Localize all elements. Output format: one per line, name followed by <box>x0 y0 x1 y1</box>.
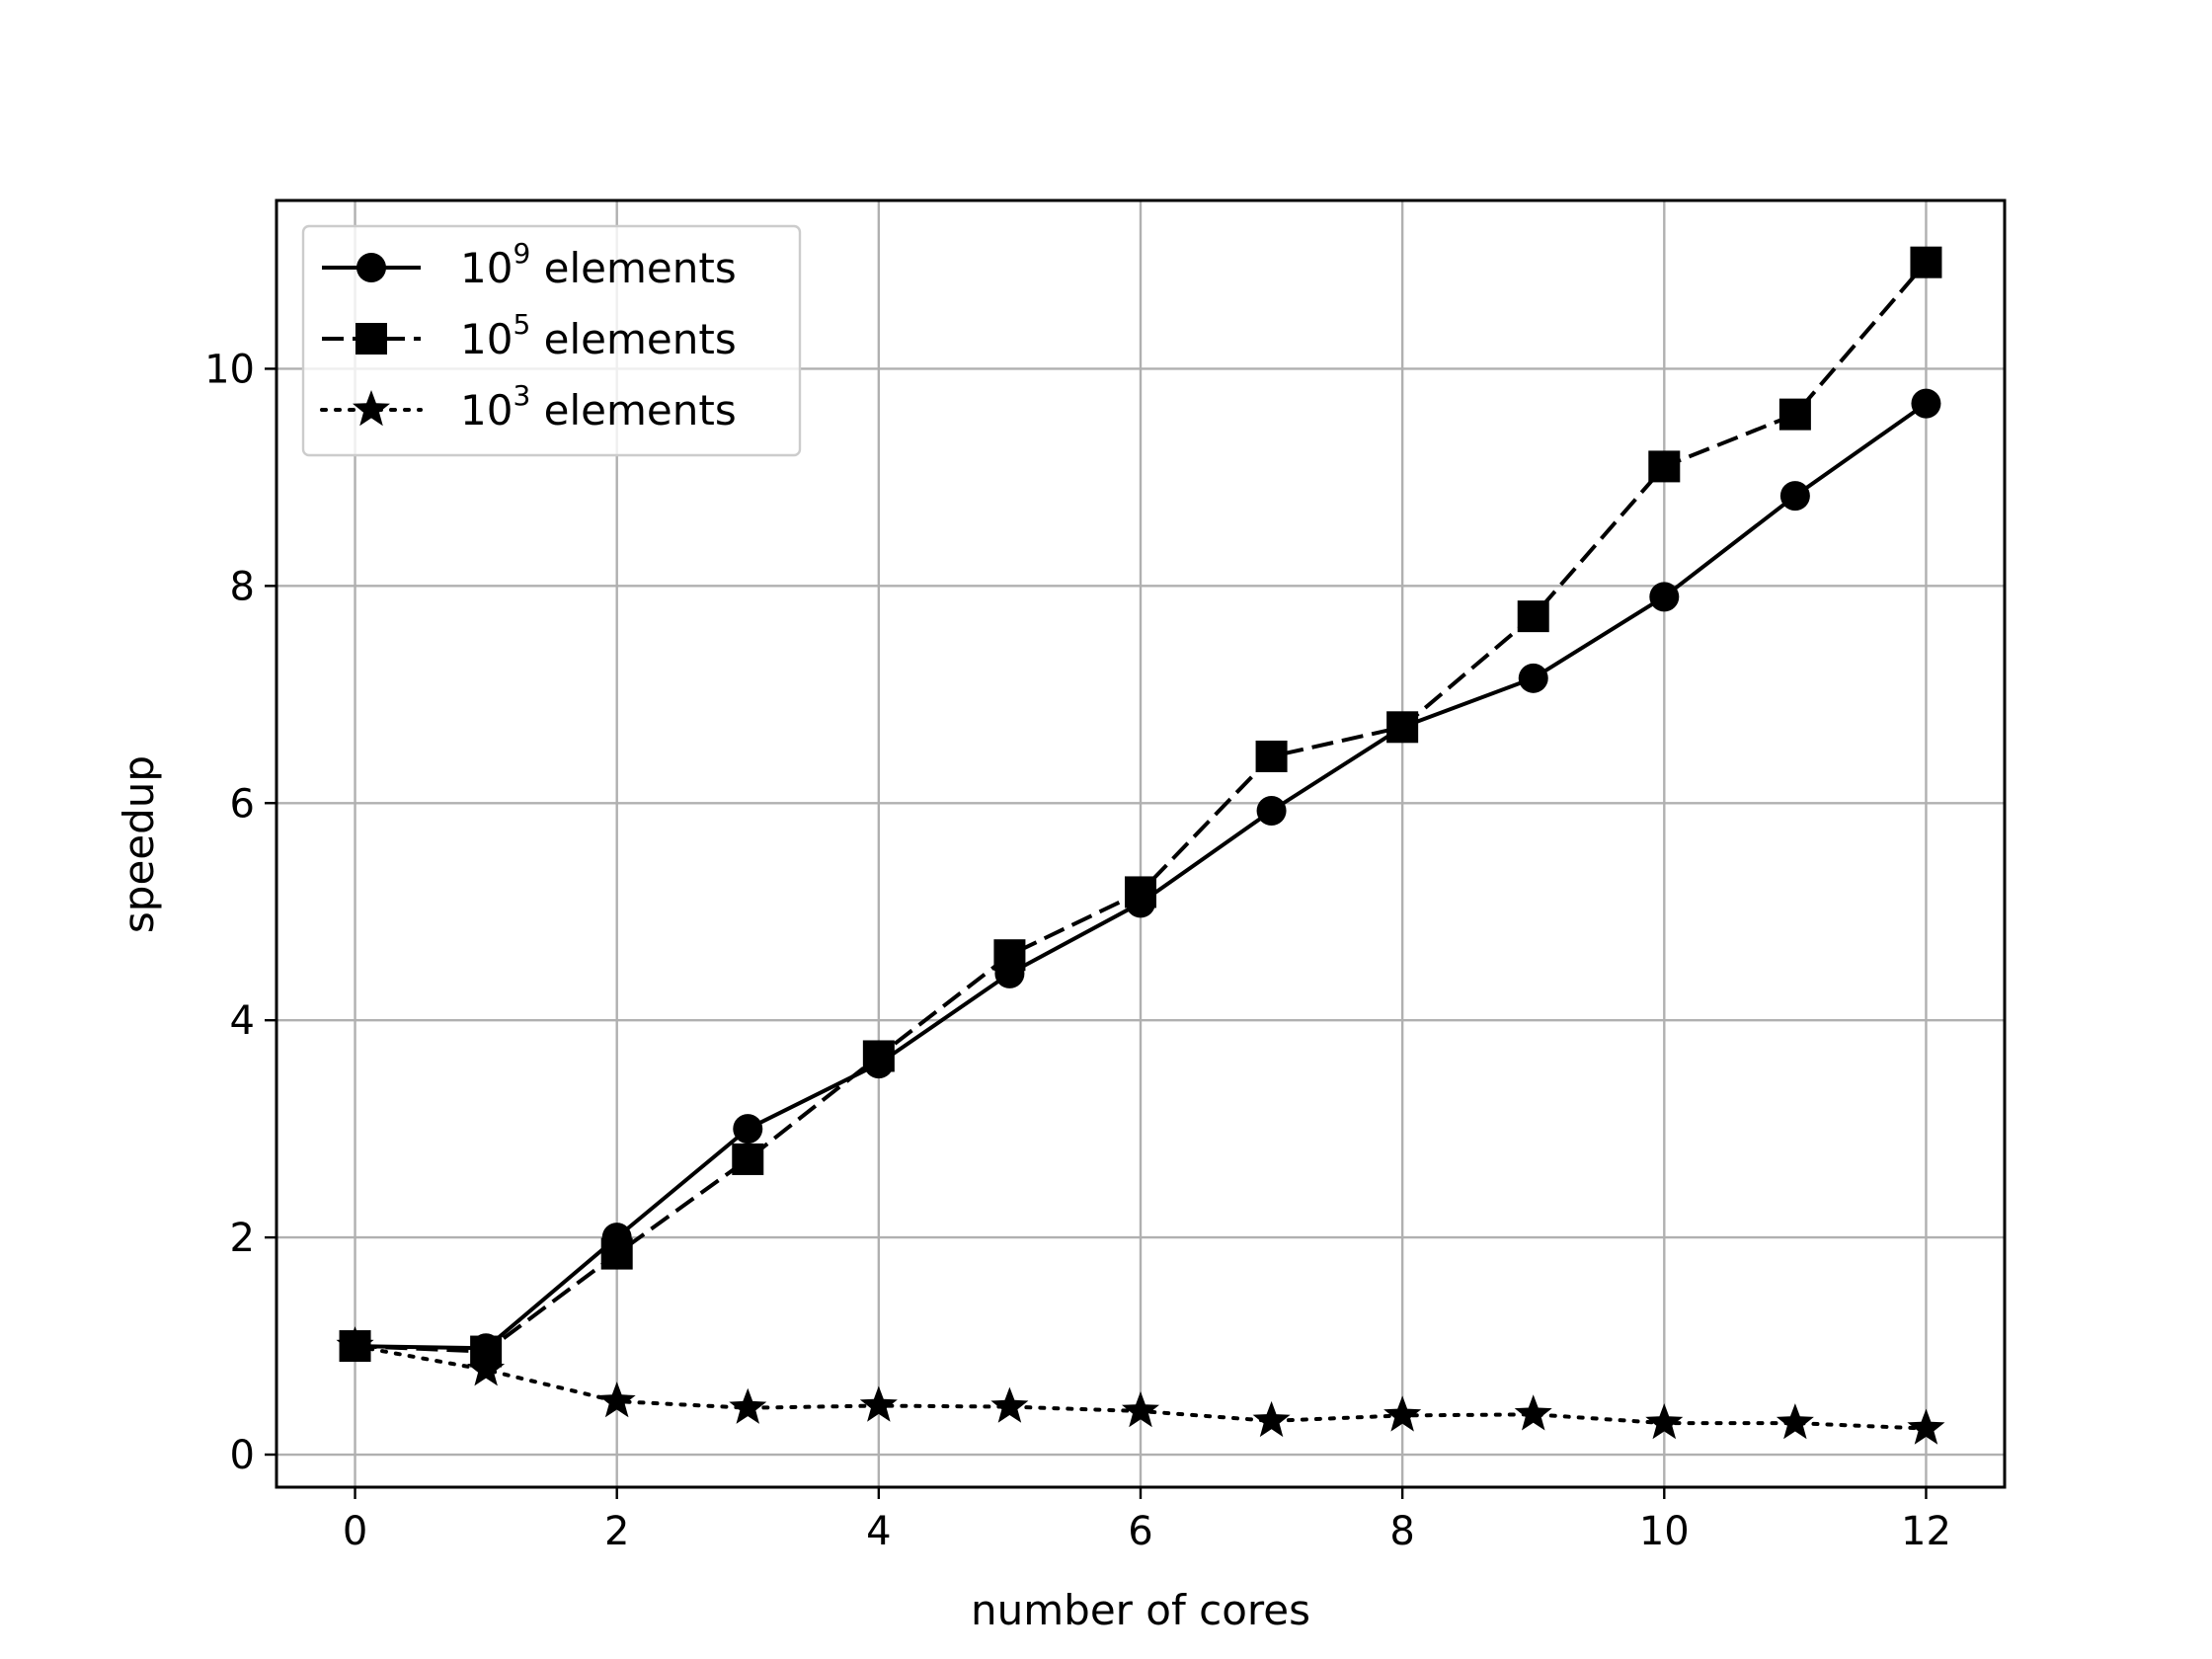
legend-label: 103 elements <box>460 379 737 434</box>
legend-label-text: elements <box>530 315 736 363</box>
data-point-marker <box>1518 663 1548 693</box>
data-point-marker <box>1386 711 1419 744</box>
y-tick-label: 4 <box>230 998 255 1044</box>
legend-entry: 109 elements <box>322 237 737 292</box>
legend-label-exponent: 3 <box>513 379 530 412</box>
legend-label-base: 10 <box>460 244 513 292</box>
data-point-marker <box>1383 1395 1422 1432</box>
data-point-marker <box>1255 740 1288 772</box>
data-point-marker <box>729 1387 767 1424</box>
legend-box <box>301 224 802 457</box>
legend-label-exponent: 5 <box>513 308 530 341</box>
y-tick-label: 6 <box>230 781 255 827</box>
data-point-marker <box>1911 388 1941 419</box>
data-point-marker <box>1252 1400 1291 1438</box>
data-point-marker <box>862 1040 895 1072</box>
y-tick-label: 10 <box>204 347 255 392</box>
data-point-marker <box>1907 1408 1945 1445</box>
data-point-marker <box>467 1350 506 1386</box>
data-point-marker <box>600 1237 633 1270</box>
x-tick-label: 6 <box>1128 1509 1152 1554</box>
y-tick-label: 8 <box>230 564 255 609</box>
data-point-marker <box>1778 398 1811 431</box>
x-tick-label: 12 <box>1901 1509 1951 1554</box>
legend-label-text: elements <box>530 386 736 434</box>
legend-marker <box>353 390 390 427</box>
data-point-marker <box>1776 1403 1814 1440</box>
data-point-marker <box>990 1386 1029 1423</box>
data-point-marker <box>732 1143 764 1175</box>
data-point-marker <box>993 939 1026 972</box>
y-tick-label: 0 <box>230 1433 255 1478</box>
data-point-marker <box>859 1385 898 1422</box>
grid <box>276 200 2005 1487</box>
legend-label-exponent: 9 <box>513 237 530 270</box>
x-tick-label: 0 <box>343 1509 367 1554</box>
data-point-marker <box>1779 481 1810 512</box>
data-point-marker <box>1649 582 1680 612</box>
data-point-marker <box>1517 600 1549 633</box>
legend-marker <box>356 253 386 282</box>
series-group <box>336 246 1945 1445</box>
x-axis-label: number of cores <box>971 1586 1310 1634</box>
y-tick-label: 2 <box>230 1216 255 1261</box>
data-point-marker <box>1910 246 1942 278</box>
data-point-marker <box>1125 876 1156 908</box>
data-point-marker <box>1648 450 1681 483</box>
legend-label-base: 10 <box>460 315 513 363</box>
y-axis-label: speedup <box>115 755 163 933</box>
data-point-marker <box>1514 1394 1552 1431</box>
x-tick-label: 2 <box>604 1509 629 1554</box>
x-tick-label: 8 <box>1389 1509 1414 1554</box>
data-point-marker <box>1645 1403 1684 1440</box>
legend-label: 105 elements <box>460 308 737 363</box>
data-point-marker <box>733 1114 763 1145</box>
legend-label-base: 10 <box>460 386 513 434</box>
legend-entry: 103 elements <box>320 379 737 434</box>
data-point-marker <box>336 1326 374 1363</box>
data-point-marker <box>1256 795 1287 826</box>
data-point-marker <box>1122 1391 1159 1428</box>
legend-entry: 105 elements <box>322 308 737 363</box>
series-5-group <box>339 246 1942 1368</box>
x-tick-label: 10 <box>1639 1509 1690 1554</box>
data-point-marker <box>597 1382 636 1418</box>
series-3-group <box>336 1326 1945 1445</box>
x-tick-label: 4 <box>866 1509 891 1554</box>
axis-ticks: 0 2 4 6 8 10 12 0 2 4 6 8 10 <box>204 347 1951 1554</box>
legend-label: 109 elements <box>460 237 737 292</box>
legend-marker <box>356 323 387 355</box>
legend-label-text: elements <box>530 244 736 292</box>
